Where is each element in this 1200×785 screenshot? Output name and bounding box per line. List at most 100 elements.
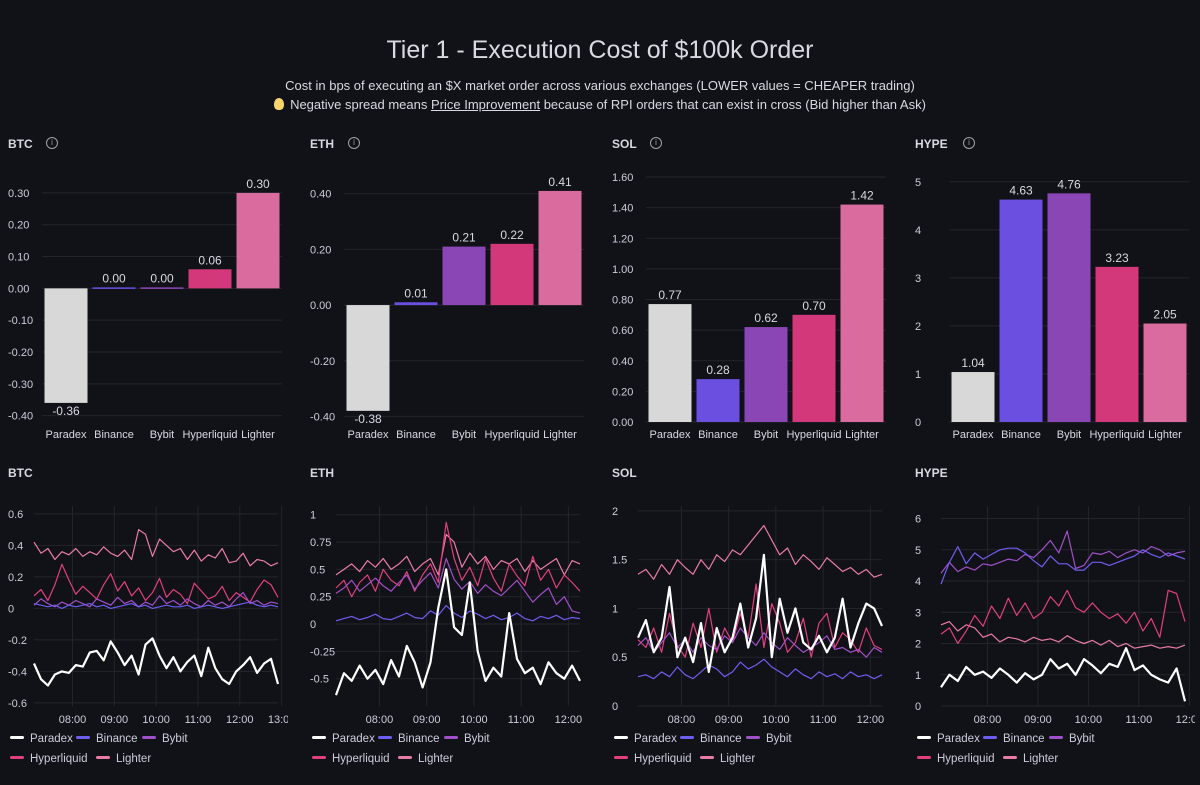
legend-item-binance[interactable]: Binance <box>983 733 1045 745</box>
legend-swatch <box>680 736 694 739</box>
subtitle-line-1: Cost in bps of executing an $X market or… <box>285 78 915 93</box>
series-line-hyperliquid[interactable] <box>940 589 1186 645</box>
series-line-bybit[interactable] <box>33 591 279 608</box>
info-icon[interactable]: i <box>348 137 360 149</box>
series-line-hyperliquid[interactable] <box>637 583 883 658</box>
price-improvement-link[interactable]: Price Improvement <box>430 97 541 112</box>
bar-hyperliquid[interactable] <box>188 269 232 289</box>
bar-binance[interactable] <box>999 199 1043 422</box>
legend-item-hyperliquid[interactable]: Hyperliquid <box>917 753 995 765</box>
bar-lighter[interactable] <box>840 204 884 422</box>
bar-lighter[interactable] <box>236 192 280 289</box>
bar-chart-btc: -0.40 -0.30 -0.20 -0.10 0.00 0.10 0.20 0.30 -0.3… <box>8 177 282 441</box>
bar-bybit[interactable] <box>744 327 788 422</box>
bar-hyperliquid[interactable] <box>490 243 534 306</box>
bar-bybit[interactable] <box>140 287 184 289</box>
bar-lighter[interactable] <box>538 190 582 306</box>
y-tick-label: -0.40 <box>310 411 335 423</box>
series-line-bybit[interactable] <box>335 557 581 614</box>
y-tick-label: 1.00 <box>612 264 633 276</box>
legend-label: Binance <box>96 733 138 745</box>
bar-value-label: 0.06 <box>198 253 222 267</box>
legend-item-paradex[interactable]: Paradex <box>614 733 677 745</box>
series-line-lighter[interactable] <box>940 621 1186 649</box>
bar-hyperliquid[interactable] <box>1095 266 1139 422</box>
y-tick-label: 0.30 <box>8 188 29 200</box>
line-panel-sol: SOL 00.511.5208:0009:0010:0011:0012:0013… <box>612 466 892 781</box>
legend-item-paradex[interactable]: Paradex <box>10 733 73 745</box>
series-line-binance[interactable] <box>33 601 279 609</box>
y-tick-label: 0 <box>612 701 618 713</box>
x-tick-label: 08:00 <box>668 714 696 726</box>
series-line-lighter[interactable] <box>335 533 581 576</box>
bar-hyperliquid[interactable] <box>792 314 836 422</box>
series-line-paradex[interactable] <box>334 568 581 696</box>
series-line-paradex[interactable] <box>636 553 884 673</box>
legend-item-bybit[interactable]: Bybit <box>1049 733 1095 745</box>
legend-swatch <box>983 736 997 739</box>
series-line-bybit[interactable] <box>637 627 883 658</box>
bar-binance[interactable] <box>696 379 740 422</box>
legend-item-lighter[interactable]: Lighter <box>1003 753 1058 765</box>
series-line-binance[interactable] <box>940 545 1186 585</box>
panel-title: BTC <box>8 137 33 151</box>
series-line-lighter[interactable] <box>637 524 883 580</box>
bar-chart-sol: 0.00 0.20 0.40 0.60 0.80 1.00 1.20 1.40 1.60 0.77… <box>612 172 886 441</box>
bar-binance[interactable] <box>394 302 438 306</box>
legend-item-binance[interactable]: Binance <box>680 733 742 745</box>
legend-item-paradex[interactable]: Paradex <box>312 733 375 745</box>
info-icon[interactable]: i <box>650 137 662 149</box>
x-tick-label: 10:00 <box>460 714 488 726</box>
series-line-hyperliquid[interactable] <box>33 563 279 605</box>
x-category-label: Hyperliquid <box>182 429 237 441</box>
y-tick-label: 1 <box>915 369 921 381</box>
legend-item-paradex[interactable]: Paradex <box>917 733 980 745</box>
legend-item-lighter[interactable]: Lighter <box>398 753 453 765</box>
legend-item-lighter[interactable]: Lighter <box>700 753 755 765</box>
bar-chart-hype: 0 1 2 3 4 5 1.04 Paradex 4.63 Binance 4.76 Bybit 3.2… <box>915 177 1189 441</box>
series-line-bybit[interactable] <box>940 530 1186 574</box>
x-tick-label: 10:00 <box>1075 714 1103 726</box>
x-category-label: Bybit <box>452 429 476 441</box>
y-tick-label: -0.25 <box>310 646 335 658</box>
x-category-label: Bybit <box>150 429 174 441</box>
y-tick-label: 5 <box>915 177 921 189</box>
x-tick-label: 09:00 <box>101 714 129 726</box>
legend-item-hyperliquid[interactable]: Hyperliquid <box>312 753 390 765</box>
series-line-paradex[interactable] <box>940 647 1187 702</box>
bar-bybit[interactable] <box>1047 193 1091 422</box>
bar-binance[interactable] <box>92 287 136 289</box>
x-tick-label: 10:00 <box>762 714 790 726</box>
legend-item-bybit[interactable]: Bybit <box>142 733 188 745</box>
info-icon[interactable]: i <box>963 137 975 149</box>
legend-item-lighter[interactable]: Lighter <box>96 753 151 765</box>
series-line-lighter[interactable] <box>33 528 279 567</box>
x-category-label: Paradex <box>46 429 87 441</box>
bar-paradex[interactable] <box>951 372 995 422</box>
legend-swatch <box>76 736 90 739</box>
legend-item-bybit[interactable]: Bybit <box>444 733 490 745</box>
legend-item-hyperliquid[interactable]: Hyperliquid <box>10 753 88 765</box>
bar-paradex[interactable] <box>44 288 88 403</box>
bar-paradex[interactable] <box>648 304 692 422</box>
legend-item-binance[interactable]: Binance <box>378 733 440 745</box>
series-line-binance[interactable] <box>335 604 581 622</box>
bar-paradex[interactable] <box>346 305 390 411</box>
bar-lighter[interactable] <box>1143 323 1187 422</box>
y-tick-label: 0 <box>8 603 14 615</box>
series-line-hyperliquid[interactable] <box>335 521 581 598</box>
series-line-paradex[interactable] <box>32 637 280 687</box>
legend-item-bybit[interactable]: Bybit <box>746 733 792 745</box>
subtitle-line-2-text: Negative spread means <box>290 97 431 112</box>
legend-swatch <box>142 736 156 739</box>
y-tick-label: 0 <box>915 417 921 429</box>
info-icon[interactable]: i <box>46 137 58 149</box>
panel-title: ETH <box>310 137 334 151</box>
bar-bybit[interactable] <box>442 246 486 306</box>
series-line-binance[interactable] <box>637 658 883 680</box>
bar-value-label: 0.70 <box>802 299 826 313</box>
x-tick-label: 08:00 <box>974 714 1002 726</box>
legend-item-binance[interactable]: Binance <box>76 733 138 745</box>
legend-item-hyperliquid[interactable]: Hyperliquid <box>614 753 692 765</box>
line-panel-btc: BTC -0.6 -0.4 -0.2 0 0.2 0.4 0.6 08:00 09:00 10:0… <box>8 466 288 781</box>
